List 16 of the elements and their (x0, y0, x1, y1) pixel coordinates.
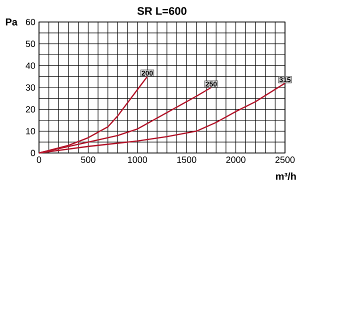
x-axis-title: m³/h (276, 172, 296, 180)
x-tick-label: 1500 (177, 156, 196, 163)
x-tick-label: 2000 (226, 156, 246, 163)
y-tick-label: 40 (26, 62, 36, 69)
y-tick-label: 60 (26, 18, 36, 26)
y-tick-label: 20 (26, 106, 36, 113)
y-tick-label: 30 (26, 84, 36, 91)
x-tick-label: 500 (81, 156, 96, 163)
x-tick-label: 2500 (275, 156, 295, 163)
chart-title: SR L=600 (137, 7, 186, 15)
y-tick-label: 50 (26, 40, 36, 48)
x-tick-label: 0 (36, 156, 42, 163)
y-tick-label: 0 (30, 150, 36, 156)
y-tick-label: 10 (26, 128, 36, 134)
x-tick-label: 1000 (128, 156, 148, 163)
y-axis-title: Pa (6, 18, 18, 26)
